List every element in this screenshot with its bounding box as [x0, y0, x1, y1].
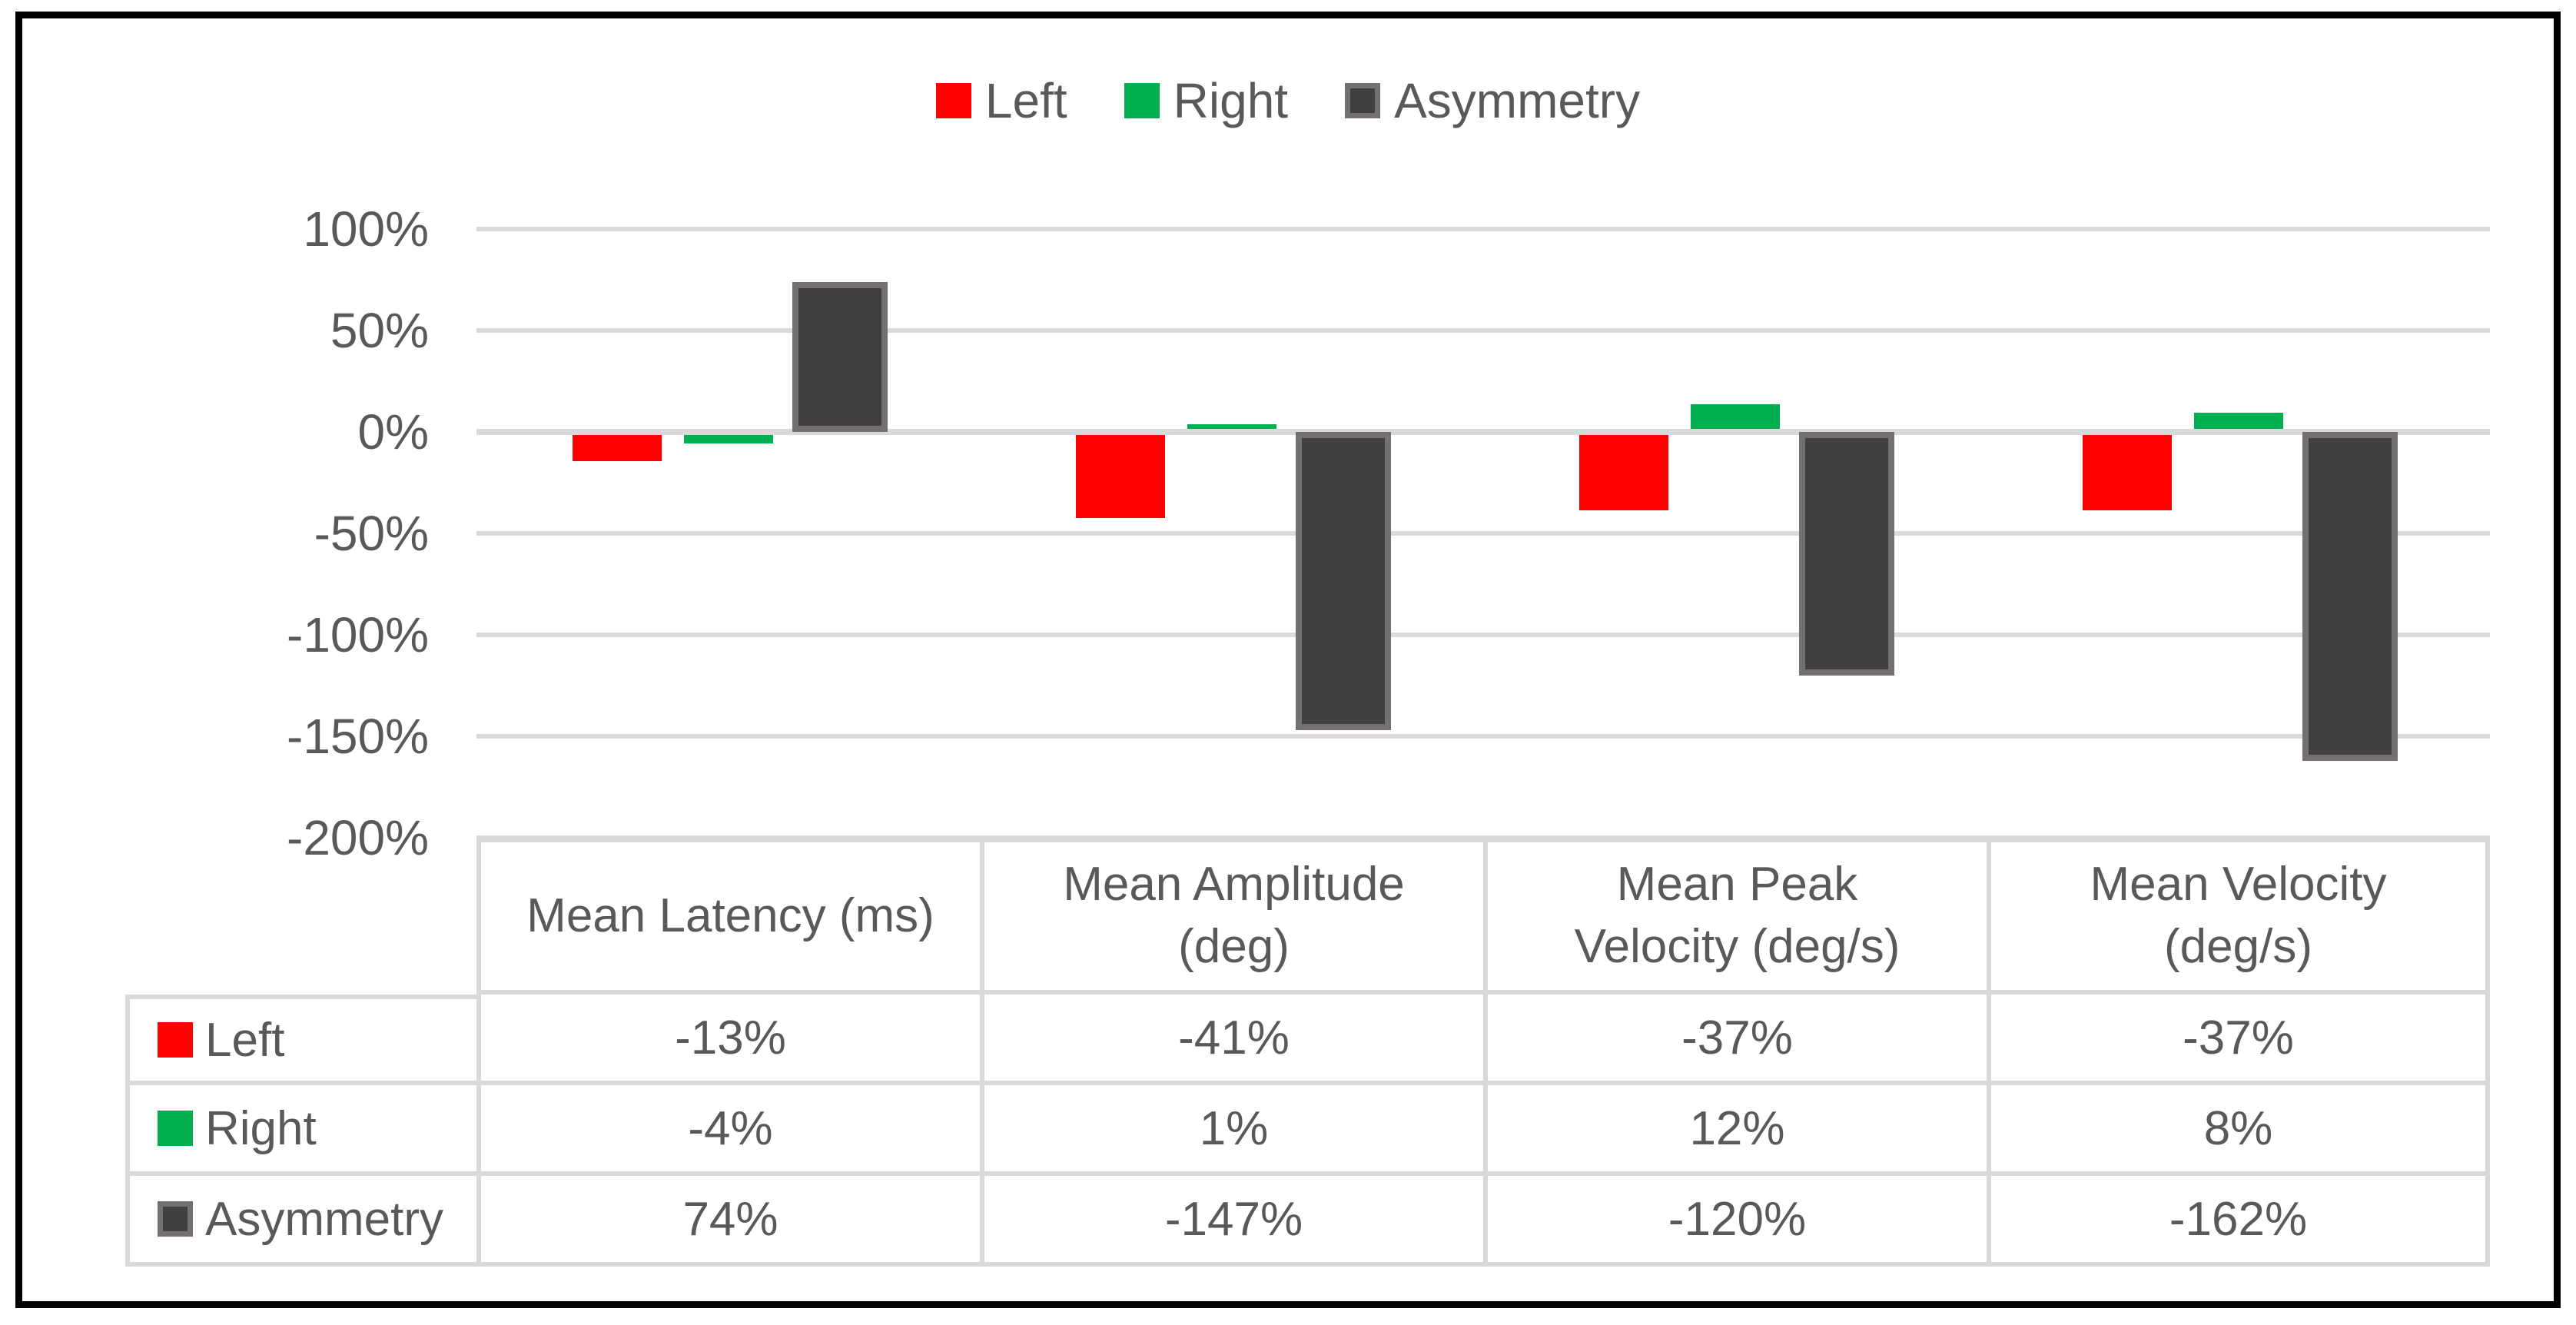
bar-left-cat3: [2083, 435, 2172, 510]
table-value-right-cat3: 8%: [1987, 1085, 2490, 1176]
y-axis-label--200: -200%: [287, 810, 429, 865]
table-value-right-cat0: -4%: [476, 1085, 980, 1176]
table-row-name-left: Left: [205, 1013, 285, 1067]
bar-left-cat1: [1076, 435, 1165, 518]
table-row-label-left: Left: [125, 995, 476, 1085]
table-row-name-right: Right: [205, 1101, 317, 1155]
y-axis-label-50: 50%: [330, 303, 429, 358]
legend-swatch-asymmetry: [1345, 83, 1381, 118]
y-axis-label--100: -100%: [287, 607, 429, 662]
y-axis-label--50: -50%: [314, 506, 429, 561]
bar-left-cat0: [573, 435, 662, 461]
bar-left-cat2: [1579, 435, 1668, 510]
legend-label-asymmetry: Asymmetry: [1394, 73, 1641, 128]
legend-item-right: Right: [1124, 72, 1288, 129]
table-value-left-cat0: -13%: [476, 995, 980, 1085]
table-value-left-cat3: -37%: [1987, 995, 2490, 1085]
y-axis-label-100: 100%: [303, 201, 429, 257]
bar-asymmetry-cat3: [2302, 432, 2398, 761]
table-header-cat3: Mean Velocity (deg/s): [1987, 838, 2490, 995]
bar-right-cat3: [2194, 413, 2283, 429]
table-row-label-asymmetry: Asymmetry: [125, 1176, 476, 1267]
table-row-label-right: Right: [125, 1085, 476, 1176]
gridline--50: [476, 531, 2490, 536]
table-value-left-cat1: -41%: [980, 995, 1483, 1085]
y-axis-label-0: 0%: [357, 404, 430, 460]
gridline--150: [476, 734, 2490, 739]
table-value-right-cat1: 1%: [980, 1085, 1483, 1176]
table-value-asymmetry-cat2: -120%: [1483, 1176, 1987, 1267]
zero-line: [476, 429, 2490, 435]
table-swatch-right: [158, 1111, 193, 1146]
y-axis-label--150: -150%: [287, 709, 429, 764]
legend-item-asymmetry: Asymmetry: [1345, 72, 1640, 129]
table-header-cat1: Mean Amplitude (deg): [980, 838, 1483, 995]
table-value-asymmetry-cat1: -147%: [980, 1176, 1483, 1267]
gridline-50: [476, 328, 2490, 333]
gridline--100: [476, 633, 2490, 637]
bar-asymmetry-cat2: [1799, 432, 1894, 676]
bar-right-cat1: [1187, 424, 1276, 429]
table-header-cat2: Mean Peak Velocity (deg/s): [1483, 838, 1987, 995]
bar-right-cat2: [1691, 404, 1780, 429]
bar-asymmetry-cat0: [792, 282, 888, 432]
table-value-asymmetry-cat3: -162%: [1987, 1176, 2490, 1267]
bar-asymmetry-cat1: [1296, 432, 1391, 730]
table-row-name-asymmetry: Asymmetry: [205, 1192, 443, 1246]
legend-label-right: Right: [1173, 73, 1289, 128]
legend-swatch-right: [1124, 83, 1160, 118]
table-swatch-asymmetry: [158, 1201, 193, 1237]
legend-label-left: Left: [984, 73, 1067, 128]
legend-swatch-left: [935, 83, 971, 118]
table-value-left-cat2: -37%: [1483, 995, 1987, 1085]
table-value-right-cat2: 12%: [1483, 1085, 1987, 1176]
table-value-asymmetry-cat0: 74%: [476, 1176, 980, 1267]
gridline-100: [476, 227, 2490, 231]
table-header-cat0: Mean Latency (ms): [476, 838, 980, 995]
legend-item-left: Left: [935, 72, 1067, 129]
legend: Left Right Asymmetry: [0, 72, 2576, 129]
table-swatch-left: [158, 1022, 193, 1058]
bar-right-cat0: [684, 435, 773, 443]
